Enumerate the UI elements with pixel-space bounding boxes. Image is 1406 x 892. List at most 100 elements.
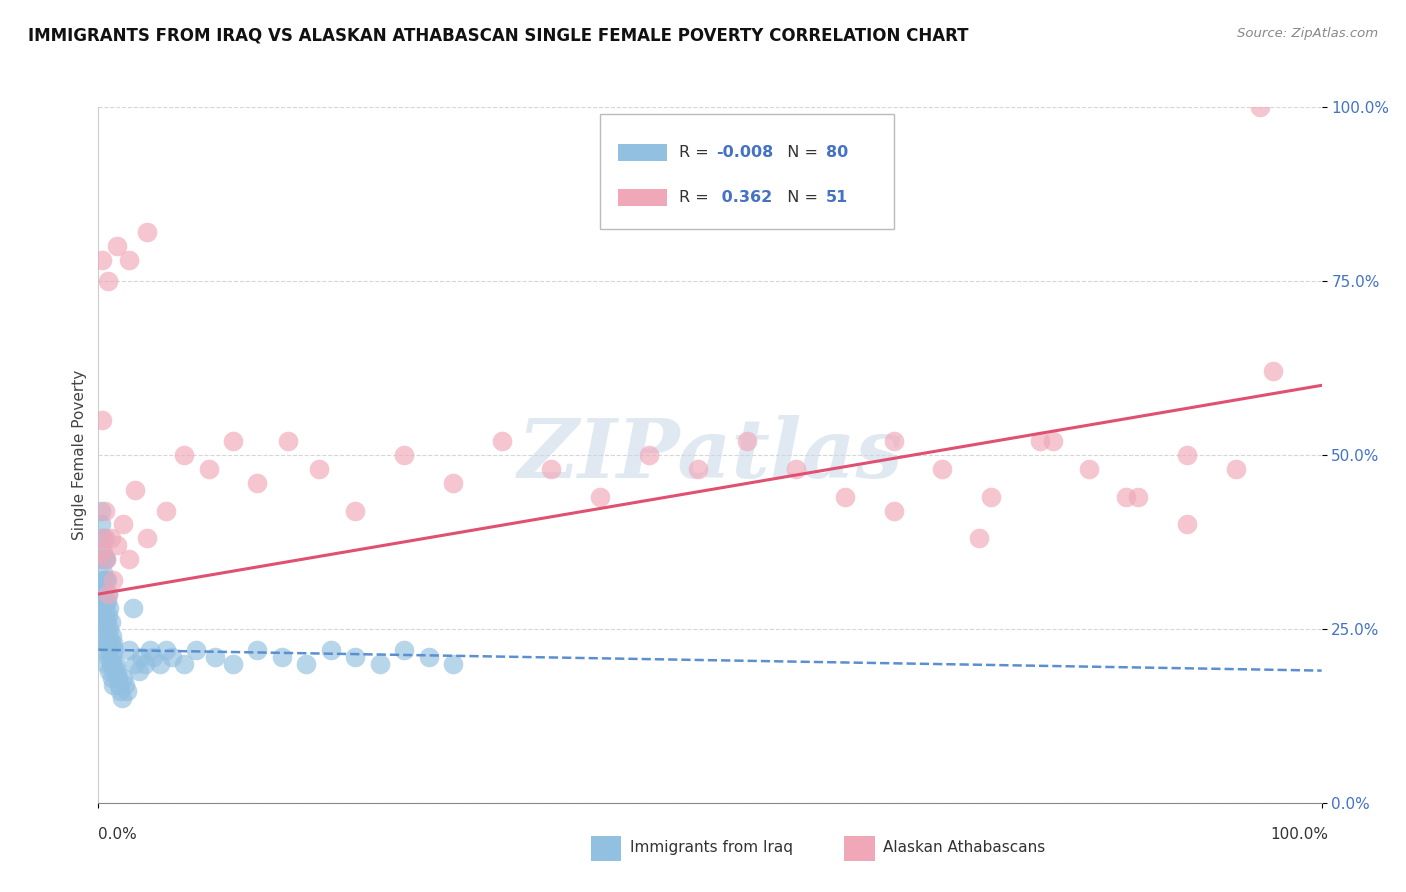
Point <box>94 594 117 608</box>
Point <box>1175 517 1198 532</box>
Point <box>97 274 120 288</box>
Point <box>1078 462 1101 476</box>
Text: Immigrants from Iraq: Immigrants from Iraq <box>630 840 793 855</box>
Point <box>91 413 114 427</box>
Point <box>100 532 122 546</box>
Text: R =: R = <box>679 190 714 205</box>
Point <box>91 587 114 601</box>
Point <box>344 503 367 517</box>
Y-axis label: Single Female Poverty: Single Female Poverty <box>72 370 87 540</box>
Point <box>121 601 143 615</box>
Point <box>104 657 127 671</box>
Text: ZIPatlas: ZIPatlas <box>517 415 903 495</box>
Point <box>96 636 118 650</box>
Point <box>222 434 245 448</box>
Text: N =: N = <box>778 145 824 160</box>
Point <box>1042 434 1064 448</box>
Point <box>91 573 114 587</box>
Text: Source: ZipAtlas.com: Source: ZipAtlas.com <box>1237 27 1378 40</box>
Point <box>97 587 120 601</box>
Point <box>100 615 122 629</box>
Point <box>368 657 391 671</box>
Point <box>103 664 125 678</box>
Text: 100.0%: 100.0% <box>1271 827 1329 841</box>
Point <box>90 517 112 532</box>
Text: 0.362: 0.362 <box>716 190 772 205</box>
Point <box>108 677 131 691</box>
Point <box>105 664 128 678</box>
Point <box>91 545 114 559</box>
Point <box>101 573 124 587</box>
Point <box>91 552 114 566</box>
Point <box>115 684 138 698</box>
Point <box>118 642 141 657</box>
Point <box>441 475 464 490</box>
Point <box>589 490 612 504</box>
Point <box>98 642 121 657</box>
Point <box>540 462 562 476</box>
Point <box>98 622 121 636</box>
Point <box>91 607 114 622</box>
FancyBboxPatch shape <box>619 189 668 206</box>
Point <box>883 503 905 517</box>
Point <box>91 629 114 643</box>
Point <box>101 636 124 650</box>
Point <box>222 657 245 671</box>
Point <box>101 649 124 664</box>
Point <box>93 573 115 587</box>
Point <box>124 483 146 497</box>
Point <box>101 671 124 685</box>
Point <box>96 573 118 587</box>
Point <box>197 462 219 476</box>
Point <box>100 657 122 671</box>
Point <box>686 462 709 476</box>
Point <box>136 225 159 239</box>
Text: R =: R = <box>679 145 714 160</box>
Point <box>96 594 118 608</box>
FancyBboxPatch shape <box>600 114 894 229</box>
Point <box>101 629 124 643</box>
Point <box>91 601 114 615</box>
Point <box>94 615 117 629</box>
Text: N =: N = <box>778 190 824 205</box>
Text: 0.0%: 0.0% <box>98 827 138 841</box>
Point <box>124 657 146 671</box>
Point <box>834 490 856 504</box>
Point <box>270 649 294 664</box>
Point <box>105 239 128 253</box>
Point <box>139 642 162 657</box>
Point <box>277 434 299 448</box>
Point <box>93 532 115 546</box>
Point <box>96 615 118 629</box>
Point <box>142 649 165 664</box>
Point <box>1225 462 1247 476</box>
Point <box>101 657 124 671</box>
Point <box>418 649 440 664</box>
Point <box>91 587 114 601</box>
Text: Alaskan Athabascans: Alaskan Athabascans <box>883 840 1045 855</box>
Point <box>128 664 150 678</box>
Point <box>110 684 132 698</box>
Point <box>1115 490 1137 504</box>
Point <box>186 642 208 657</box>
Point <box>967 532 990 546</box>
Text: 51: 51 <box>827 190 848 205</box>
Point <box>91 532 114 546</box>
Point <box>91 566 114 581</box>
Point <box>246 642 269 657</box>
Point <box>97 629 120 643</box>
Point <box>173 657 195 671</box>
Point <box>160 649 183 664</box>
Point <box>91 532 114 546</box>
Point <box>107 671 129 685</box>
Point <box>94 657 117 671</box>
Point <box>98 601 121 615</box>
Point <box>94 552 117 566</box>
Point <box>101 677 124 691</box>
Point <box>155 642 177 657</box>
Point <box>308 462 330 476</box>
Point <box>94 552 117 566</box>
Point <box>1029 434 1052 448</box>
Point <box>114 677 136 691</box>
Point <box>90 503 112 517</box>
